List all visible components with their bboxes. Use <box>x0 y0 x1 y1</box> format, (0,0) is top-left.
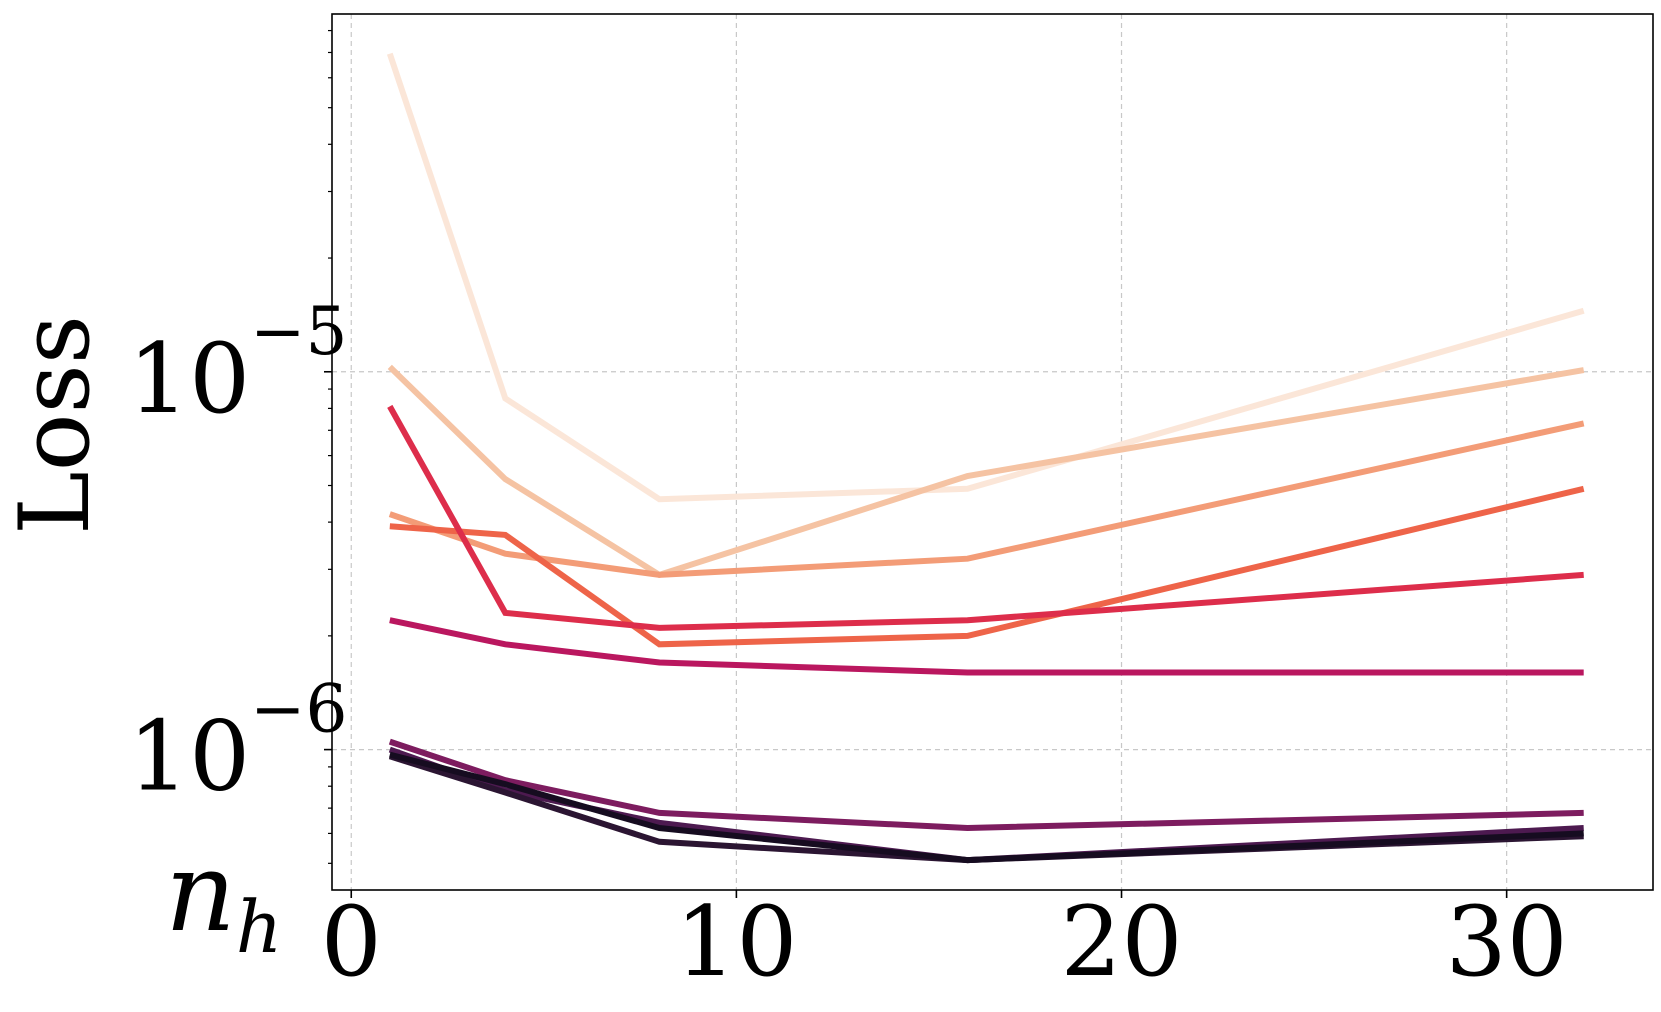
series-line-4 <box>389 485 1585 648</box>
y-axis-label: Loss <box>0 315 111 535</box>
x-axis-label-subscript: h <box>236 885 282 969</box>
x-axis-label-main: n <box>165 828 236 956</box>
grid <box>332 14 1653 890</box>
plot-frame <box>331 13 1654 891</box>
y-tick-label: 10−6 <box>128 671 347 813</box>
y-tick-label-base: 10 <box>128 701 250 813</box>
y-tick-label-exponent: −5 <box>250 293 347 370</box>
series-line-7 <box>388 738 1584 832</box>
series-line-1 <box>386 52 1585 503</box>
x-axis-label: nh <box>165 828 282 969</box>
series-line-10 <box>389 751 1584 864</box>
x-tick-label: 20 <box>1060 886 1182 998</box>
x-tick-label: 10 <box>675 886 797 998</box>
y-tick-label-base: 10 <box>128 323 250 435</box>
y-tick-label: 10−5 <box>128 293 347 435</box>
x-tick-label: 30 <box>1446 886 1568 998</box>
x-tick-label: 0 <box>321 886 382 998</box>
series-lines <box>386 52 1585 864</box>
series-line-6 <box>389 617 1584 676</box>
y-tick-label-exponent: −6 <box>250 671 347 748</box>
series-line-5 <box>387 404 1584 631</box>
